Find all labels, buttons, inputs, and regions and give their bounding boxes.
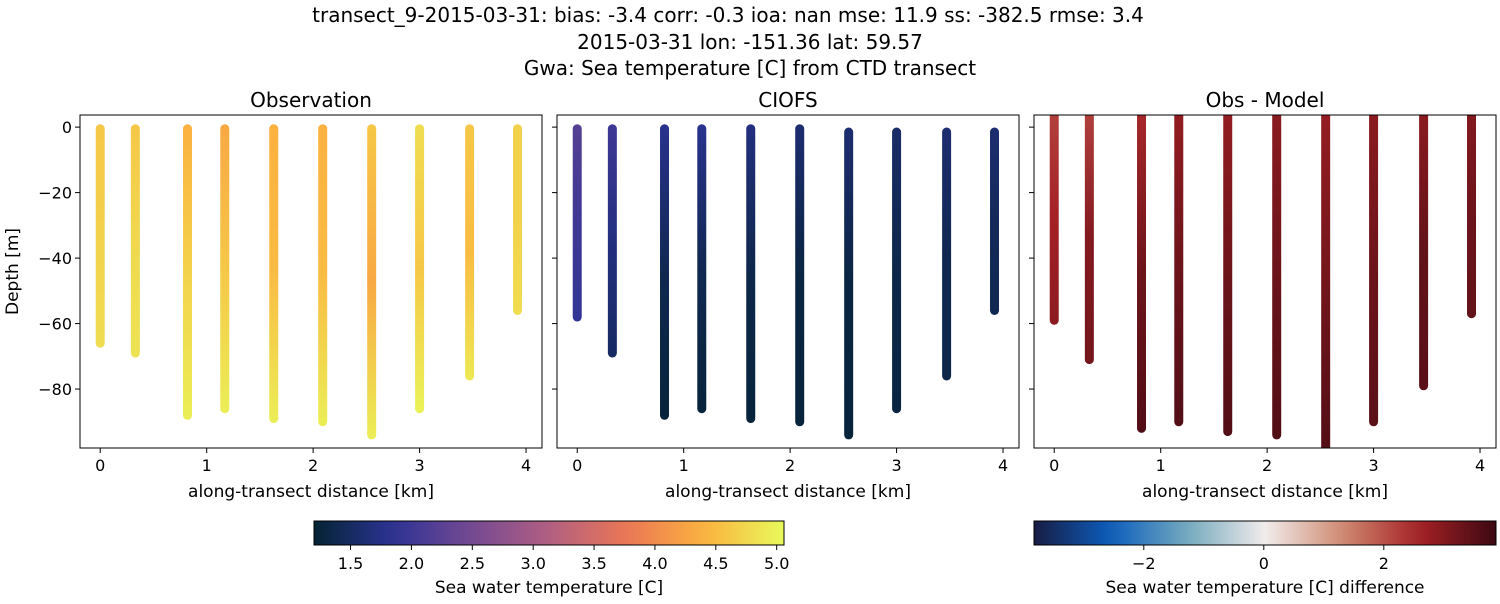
x-tick-label: 4 [998, 456, 1008, 475]
x-axis-label: along-transect distance [km] [1142, 482, 1388, 502]
x-tick-label: 0 [95, 456, 105, 475]
y-axis-label: Depth [m] [3, 228, 23, 315]
cast-profile [942, 127, 952, 381]
cast-profile [1223, 115, 1233, 437]
title-line-3: Gwa: Sea temperature [C] from CTD transe… [524, 56, 976, 80]
cast-profile [1049, 115, 1059, 325]
colorbar-tick-label: 4.0 [642, 554, 667, 573]
y-tick-label: −40 [38, 249, 72, 268]
cast-profile [1174, 115, 1184, 427]
cast-profile [95, 124, 105, 348]
cast-profile [844, 127, 854, 440]
x-tick-label: 4 [1475, 456, 1485, 475]
x-tick-label: 1 [1156, 456, 1166, 475]
cast-profile [1321, 115, 1331, 448]
cast-profile [465, 124, 475, 381]
colorbar-tick-label: 2 [1379, 554, 1389, 573]
colorbar-gradient [313, 520, 785, 546]
cast-profile [892, 127, 902, 414]
cast-profile [513, 124, 523, 315]
x-tick-label: 1 [202, 456, 212, 475]
cast-profile [318, 124, 328, 427]
cast-profile [367, 124, 377, 440]
colorbar-tick-label: 5.0 [764, 554, 789, 573]
axes-frame [1033, 114, 1497, 449]
x-tick-label: 3 [414, 456, 424, 475]
x-tick-label: 3 [1368, 456, 1378, 475]
panel-title: CIOFS [758, 88, 817, 112]
y-tick-label: −20 [38, 184, 72, 203]
x-tick-label: 2 [308, 456, 318, 475]
x-tick-label: 0 [1049, 456, 1059, 475]
cast-profile [660, 124, 670, 420]
colorbar-gradient [1033, 520, 1497, 546]
colorbar-tick-label: 0 [1259, 554, 1269, 573]
panel-title: Obs - Model [1206, 88, 1325, 112]
colorbar-tick-label: 1.5 [338, 554, 363, 573]
y-tick-label: −80 [38, 380, 72, 399]
title-line-2: 2015-03-31 lon: -151.36 lat: 59.57 [577, 30, 923, 54]
colorbar-tick-label: 4.5 [703, 554, 728, 573]
cast-profile [1419, 115, 1429, 391]
x-tick-label: 0 [572, 456, 582, 475]
axes-frame [556, 114, 1020, 449]
colorbar-balance: −2 0 2 Sea water temperature [C] difference [1033, 520, 1497, 598]
panel-observation: 0 1 2 3 4 0 −20 −40 −60 −80 Observation along-trans… [3, 88, 543, 502]
y-tick-label: 0 [62, 118, 72, 137]
panel-obs-model: 0 1 2 3 4 Obs - Model along-transect distance … [1029, 88, 1497, 502]
casts [572, 124, 1000, 440]
colorbar-tick-label: 2.5 [460, 554, 485, 573]
x-tick-label: 3 [891, 456, 901, 475]
x-axis-label: along-transect distance [km] [188, 482, 434, 502]
colorbar-tick-label: 3.0 [520, 554, 545, 573]
cast-profile [183, 124, 193, 420]
cast-profile [1084, 115, 1094, 365]
cast-profile [1137, 115, 1147, 433]
panel-ciofs: 0 1 2 3 4 CIOFS along-transect distance [km] [552, 88, 1020, 502]
title-line-1: transect_9-2015-03-31: bias: -3.4 corr: … [312, 3, 1144, 27]
cast-profile [415, 124, 425, 414]
cast-profile [607, 124, 617, 358]
cast-profile [1272, 115, 1282, 440]
cast-profile [269, 124, 279, 424]
cast-profile [746, 124, 756, 424]
colorbar-tick-label: −2 [1132, 554, 1156, 573]
x-axis-label: along-transect distance [km] [665, 482, 911, 502]
casts [1049, 115, 1477, 448]
x-tick-label: 2 [785, 456, 795, 475]
colorbar-label: Sea water temperature [C] difference [1105, 578, 1424, 598]
y-tick-label: −60 [38, 315, 72, 334]
colorbar-label: Sea water temperature [C] [435, 578, 663, 598]
axes-frame [79, 114, 543, 449]
cast-profile [1369, 115, 1379, 427]
cast-profile [220, 124, 230, 414]
x-tick-label: 4 [521, 456, 531, 475]
colorbar-tick-label: 2.0 [399, 554, 424, 573]
colorbar-thermal: 1.5 2.0 2.5 3.0 3.5 4.0 4.5 5.0 Sea water temper… [313, 520, 789, 598]
casts [95, 124, 523, 440]
cast-profile [795, 124, 805, 427]
x-tick-label: 1 [679, 456, 689, 475]
panel-title: Observation [250, 88, 372, 112]
cast-profile [697, 124, 707, 414]
x-tick-label: 2 [1262, 456, 1272, 475]
cast-profile [130, 124, 140, 358]
cast-profile [572, 124, 582, 322]
colorbar-tick-label: 3.5 [581, 554, 606, 573]
cast-profile [990, 127, 1000, 315]
cast-profile [1467, 115, 1477, 319]
